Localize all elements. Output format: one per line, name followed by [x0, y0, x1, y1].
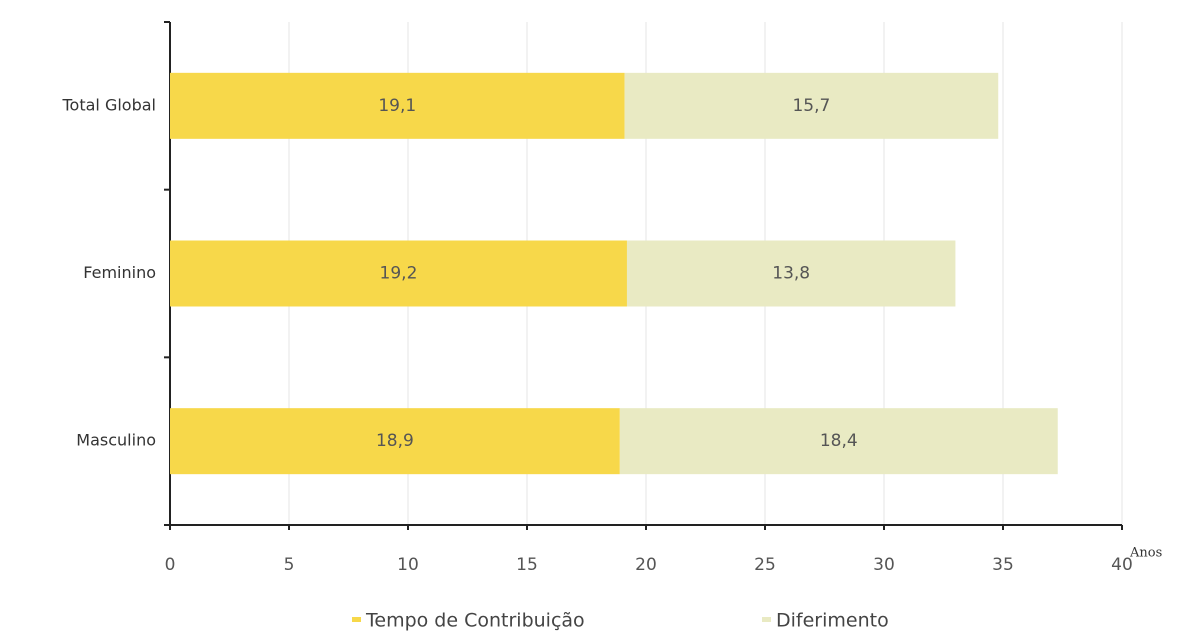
data-label: 18,4 — [820, 431, 858, 451]
data-label: 13,8 — [772, 264, 810, 284]
bar-segment — [170, 72, 625, 139]
x-tick-label: 30 — [873, 555, 895, 575]
bar-segment — [170, 408, 620, 475]
x-tick-label: 35 — [992, 555, 1014, 575]
data-label: 15,7 — [792, 96, 830, 116]
bar-segment — [170, 240, 627, 307]
x-tick-label: 20 — [635, 555, 657, 575]
legend-swatch — [352, 617, 361, 622]
x-axis-label: Anos — [1129, 546, 1162, 561]
bar-segment — [626, 240, 956, 307]
legend-label: Tempo de Contribuição — [365, 610, 585, 632]
bar-segment — [624, 72, 999, 139]
x-tick-label: 15 — [516, 555, 538, 575]
x-tick-label: 5 — [284, 555, 295, 575]
y-tick-label: Feminino — [83, 263, 156, 282]
data-label: 19,2 — [380, 264, 418, 284]
legend-swatch — [762, 617, 771, 622]
legend-label: Diferimento — [776, 610, 889, 632]
x-tick-label: 25 — [754, 555, 776, 575]
data-label: 18,9 — [376, 431, 414, 451]
x-tick-label: 0 — [165, 555, 176, 575]
bar-segment — [619, 408, 1058, 475]
x-tick-label: 40 — [1111, 555, 1133, 575]
x-tick-label: 10 — [397, 555, 419, 575]
y-tick-label: Total Global — [62, 95, 157, 114]
data-label: 19,1 — [378, 96, 416, 116]
y-tick-label: Masculino — [76, 431, 156, 450]
